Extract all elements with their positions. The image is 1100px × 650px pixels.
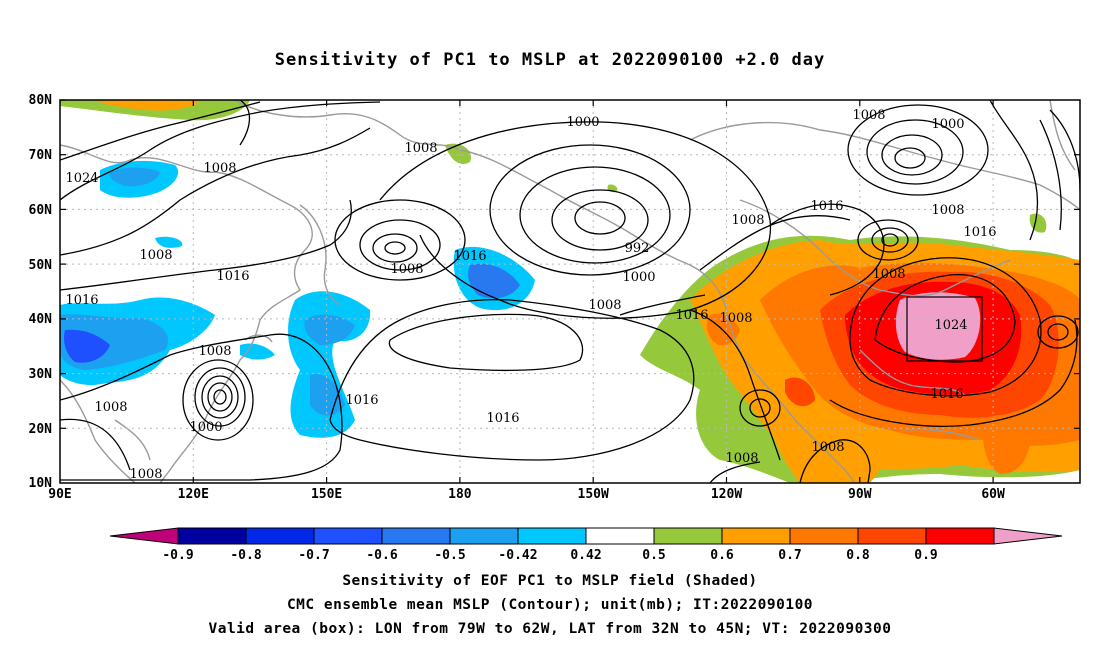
colorbar-swatch (381, 527, 451, 545)
contour-label: 1016 (675, 308, 708, 323)
lat-label: 60N (29, 203, 53, 218)
contour-label: 1016 (216, 269, 249, 284)
colorbar-swatch (925, 527, 995, 545)
colorbar-tick-label: -0.6 (366, 548, 397, 563)
lat-label: 30N (29, 367, 53, 382)
contour-label: 1016 (930, 387, 963, 402)
coastlines (60, 100, 1080, 483)
lon-label: 150E (311, 487, 342, 502)
contour-label-extra: 1008 (731, 213, 764, 228)
axis-ticks (60, 99, 1080, 483)
footer-line-1: Sensitivity of EOF PC1 to MSLP field (Sh… (342, 573, 758, 589)
colorbar-tick-label: 0.5 (642, 548, 665, 563)
footer-line-3: Valid area (box): LON from 79W to 62W, L… (208, 621, 892, 637)
colorbar-swatch (857, 527, 927, 545)
lon-label: 60W (981, 487, 1005, 502)
colorbar-tick-label: -0.42 (498, 548, 537, 563)
lat-label: 80N (29, 93, 53, 108)
valid-area-box (906, 296, 983, 362)
footer-line-2: CMC ensemble mean MSLP (Contour); unit(m… (286, 597, 814, 613)
contour-label: 1008 (198, 344, 231, 359)
lat-label: 70N (29, 148, 53, 163)
colorbar-tick-label: 0.8 (846, 548, 870, 563)
contour-label: 1024 (65, 171, 98, 186)
contour-label: 1008 (588, 298, 621, 313)
lat-label: 50N (29, 258, 53, 273)
contour-label: 1000 (189, 420, 222, 435)
colorbar-swatch (313, 527, 383, 545)
colorbar-tick-label: -0.9 (162, 548, 193, 563)
colorbar-swatch (449, 527, 519, 545)
contour-label: 1000 (566, 115, 599, 130)
colorbar-high-arrow (993, 527, 1063, 545)
lon-label: 150W (578, 487, 609, 502)
colorbar-labels: -0.9 -0.8 -0.7 -0.6 -0.5 -0.42 0.42 0.5 0.6 0.7 0.… (162, 548, 937, 563)
contour-label: 1016 (65, 293, 98, 308)
longitude-labels: 90E 120E 150E 180 150W 120W 90W 60W (48, 487, 1005, 502)
latitude-labels: 80N 70N 60N 50N 40N 30N 20N 10N (29, 93, 53, 491)
contour-label-extra: 1016 (810, 199, 843, 214)
lat-label: 10N (29, 476, 53, 491)
colorbar-swatch (517, 527, 587, 545)
contour-label: 1008 (94, 400, 127, 415)
colorbar-tick-label: 0.42 (570, 548, 601, 563)
contour-label-extra: 1008 (872, 267, 905, 282)
lon-label: 90W (848, 487, 872, 502)
lon-label: 180 (448, 487, 472, 502)
contour-label: 1008 (811, 440, 844, 455)
contour-label: 1016 (486, 411, 519, 426)
colorbar-tick-label: -0.5 (434, 548, 465, 563)
contour-label: 1008 (404, 141, 437, 156)
mslp-contours (60, 100, 1080, 483)
contour-label: 1024 (934, 318, 967, 333)
colorbar-tick-label: -0.7 (298, 548, 329, 563)
colorbar-tick-label: -0.8 (230, 548, 261, 563)
contour-label: 1008 (390, 262, 423, 277)
contour-label: 992 (625, 241, 650, 256)
contour-label: 1008 (129, 467, 162, 482)
contour-label: 1008 (852, 108, 885, 123)
contour-label-extra: 1016 (963, 225, 996, 240)
lat-label: 40N (29, 312, 53, 327)
contour-label: 1016 (345, 393, 378, 408)
contour-label-group: 1000 1008 1024 1008 1016 1008 1016 992 1… (65, 108, 967, 482)
page-title: Sensitivity of PC1 to MSLP at 2022090100… (274, 50, 826, 70)
colorbar-swatch (585, 527, 655, 545)
contour-label: 1008 (203, 161, 236, 176)
contour-label: 1008 (725, 451, 758, 466)
lon-label: 90E (48, 487, 71, 502)
lat-label: 20N (29, 422, 53, 437)
colorbar-tick-label: 0.7 (778, 548, 801, 563)
contour-label: 1016 (453, 249, 486, 264)
negative-sensitivity-shading (60, 160, 535, 438)
graticule (60, 100, 1080, 483)
colorbar-low-arrow (109, 527, 179, 545)
colorbar-swatch (721, 527, 791, 545)
colorbar (109, 527, 1063, 545)
colorbar-swatch (177, 527, 247, 545)
contour-label: 1008 (139, 248, 172, 263)
colorbar-swatch (653, 527, 723, 545)
contour-label: 1000 (622, 270, 655, 285)
lon-label: 120E (178, 487, 209, 502)
colorbar-swatch (789, 527, 859, 545)
lon-label: 120W (711, 487, 742, 502)
contour-label: 1008 (719, 311, 752, 326)
colorbar-tick-label: 0.9 (914, 548, 937, 563)
colorbar-tick-label: 0.6 (710, 548, 734, 563)
contour-label-group-extra: 1016 1016 1008 1008 (731, 199, 996, 282)
map-border (59, 99, 1081, 484)
contour-label: 1008 (931, 203, 964, 218)
colorbar-swatch (245, 527, 315, 545)
contour-label: 1000 (931, 117, 964, 132)
